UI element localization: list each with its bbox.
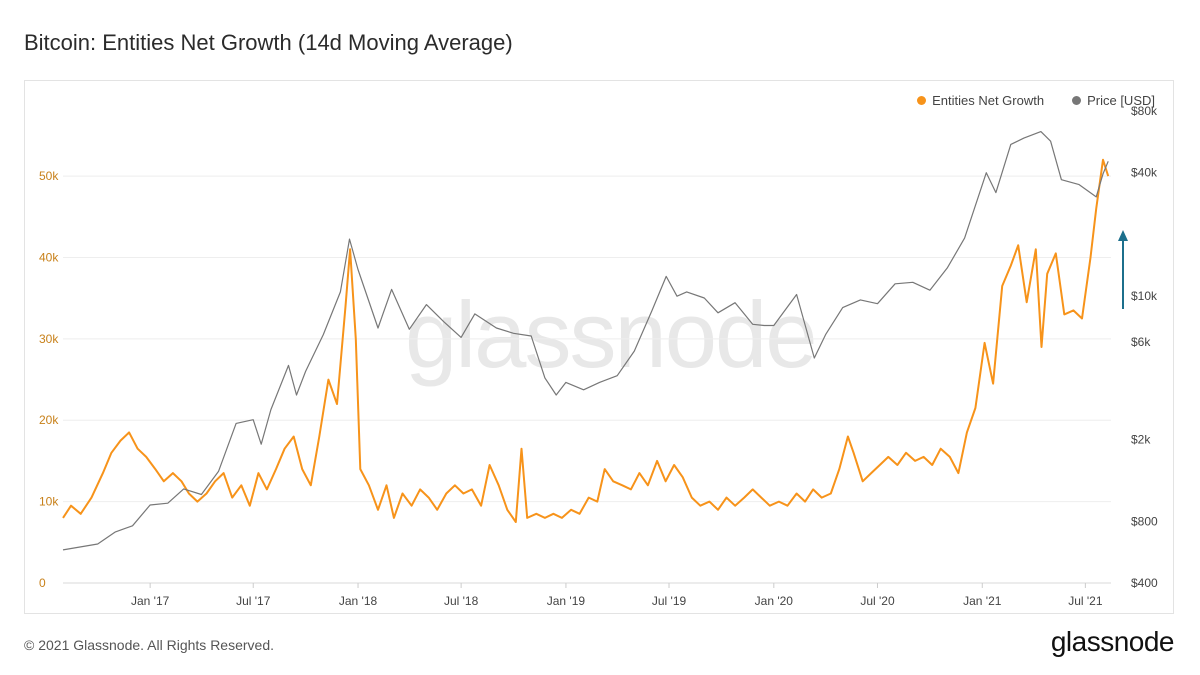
x-tick-label: Jul '20 xyxy=(860,594,895,608)
y-right-tick-label: $2k xyxy=(1131,433,1151,447)
legend: Entities Net Growth Price [USD] xyxy=(917,93,1155,108)
x-tick-label: Jul '21 xyxy=(1068,594,1103,608)
y-right-tick-label: $10k xyxy=(1131,289,1158,303)
legend-label-price: Price [USD] xyxy=(1087,93,1155,108)
x-tick-label: Jul '19 xyxy=(652,594,687,608)
y-left-tick-label: 40k xyxy=(39,250,59,264)
watermark: glassnode xyxy=(405,282,818,387)
chart-panel: glassnode 0 10k 20k 30k 40k 50k $400 $800 $2k $6k… xyxy=(24,80,1174,614)
legend-dot-price xyxy=(1072,96,1082,105)
legend-label-entities: Entities Net Growth xyxy=(932,93,1045,108)
y-left-tick-label: 50k xyxy=(39,169,59,183)
x-tick-label: Jul '18 xyxy=(444,594,479,608)
x-tick-label: Jul '17 xyxy=(236,594,271,608)
x-tick-label: Jan '17 xyxy=(131,594,170,608)
series-line-entities xyxy=(62,158,1110,523)
y-right-tick-label: $800 xyxy=(1131,514,1158,528)
x-tick-label: Jan '21 xyxy=(963,594,1002,608)
y-right-tick-label: $6k xyxy=(1131,335,1151,349)
chart-title: Bitcoin: Entities Net Growth (14d Moving… xyxy=(24,30,513,55)
y-right-tick-label: $80k xyxy=(1131,104,1158,118)
x-tick-label: Jan '20 xyxy=(755,594,794,608)
y-left-tick-label: 10k xyxy=(39,495,59,509)
y-left-tick-label: 0 xyxy=(39,576,46,590)
x-tick-label: Jan '18 xyxy=(339,594,378,608)
annotation-arrow-head xyxy=(1118,230,1128,241)
legend-item-price[interactable]: Price [USD] xyxy=(1072,93,1155,108)
chart: 0 10k 20k 30k 40k 50k $400 $800 $2k $6k $10k $40k $8… xyxy=(39,104,1158,608)
y-right-tick-label: $40k xyxy=(1131,166,1158,180)
y-right-tick-label: $400 xyxy=(1131,576,1158,590)
y-left-tick-label: 30k xyxy=(39,332,59,346)
y-left-tick-label: 20k xyxy=(39,413,59,427)
x-tick-label: Jan '19 xyxy=(547,594,586,608)
legend-dot-entities xyxy=(917,96,927,105)
copyright: © 2021 Glassnode. All Rights Reserved. xyxy=(24,637,275,653)
brand-logo[interactable]: glassnode xyxy=(1050,626,1175,657)
legend-item-entities[interactable]: Entities Net Growth xyxy=(917,93,1044,108)
series-line-price xyxy=(62,130,1109,551)
